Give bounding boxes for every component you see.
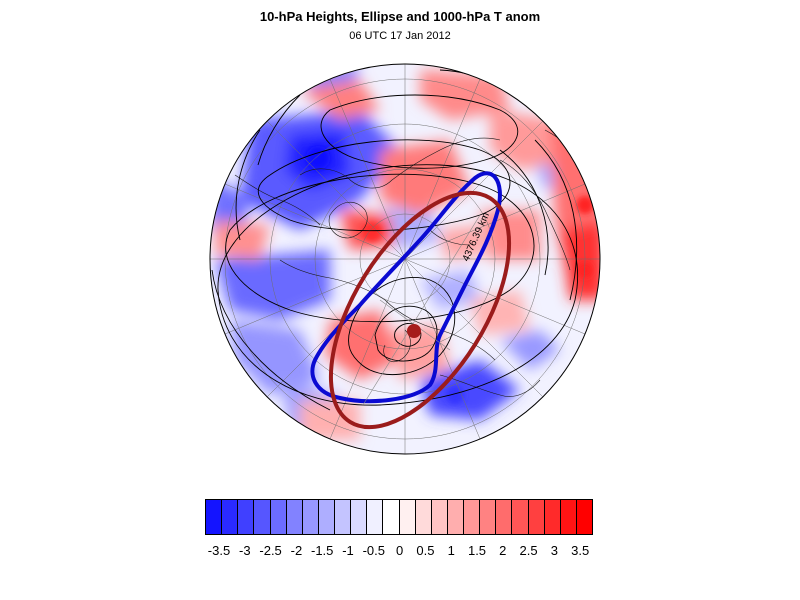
colorbar-label: -2 bbox=[290, 543, 303, 558]
colorbar-label: 0 bbox=[395, 543, 404, 558]
colorbar-swatch bbox=[496, 500, 513, 534]
colorbar-swatch bbox=[415, 500, 432, 534]
colorbar-label: -0.5 bbox=[362, 543, 385, 558]
blue-ellipse bbox=[310, 171, 502, 404]
colorbar-label: 1 bbox=[447, 543, 455, 558]
colorbar-label: -1 bbox=[342, 543, 354, 558]
globe-outline bbox=[209, 63, 601, 455]
colorbar-swatch bbox=[512, 500, 529, 534]
ellipse-centroid bbox=[407, 324, 421, 338]
colorbar-label: 2 bbox=[499, 543, 507, 558]
colorbar-swatch bbox=[270, 500, 287, 534]
colorbar-label: 2.5 bbox=[519, 543, 538, 558]
red-ellipse bbox=[328, 190, 512, 430]
colorbar-label: -2.5 bbox=[259, 543, 282, 558]
colorbar-swatch bbox=[383, 500, 400, 534]
colorbar-label: -3.5 bbox=[207, 543, 231, 558]
colorbar-swatch bbox=[464, 500, 481, 534]
colorbar-swatch bbox=[576, 500, 592, 534]
colorbar bbox=[205, 499, 593, 535]
colorbar-label: -3 bbox=[239, 543, 251, 558]
colorbar-swatch bbox=[399, 500, 416, 534]
colorbar-swatch bbox=[367, 500, 384, 534]
colorbar-swatch bbox=[286, 500, 303, 534]
colorbar-swatch bbox=[238, 500, 255, 534]
graticule bbox=[210, 64, 600, 454]
colorbar-swatch bbox=[222, 500, 239, 534]
colorbar-labels: -3.5 -3 -2.5 -2 -1.5 -1 -0.5 0 0.5 1 1.5 2 2.5 3 3.5 bbox=[0, 543, 800, 563]
colorbar-swatch bbox=[431, 500, 448, 534]
colorbar-swatch bbox=[528, 500, 545, 534]
colorbar-swatch bbox=[318, 500, 335, 534]
colorbar-swatch bbox=[447, 500, 464, 534]
colorbar-swatch bbox=[544, 500, 561, 534]
colorbar-swatch bbox=[254, 500, 271, 534]
colorbar-swatch bbox=[302, 500, 319, 534]
height-contours bbox=[211, 69, 579, 411]
colorbar-swatch bbox=[206, 500, 223, 534]
colorbar-label: 0.5 bbox=[416, 543, 435, 558]
colorbar-label: 3 bbox=[550, 543, 559, 558]
colorbar-swatch bbox=[560, 500, 577, 534]
figure-subtitle: 06 UTC 17 Jan 2012 bbox=[349, 30, 451, 42]
colorbar-label: 3.5 bbox=[571, 543, 590, 558]
colorbar-label: -1.5 bbox=[310, 543, 334, 558]
figure-title: 10-hPa Heights, Ellipse and 1000-hPa T a… bbox=[259, 9, 541, 24]
colorbar-swatch bbox=[335, 500, 352, 534]
colorbar-label: 1.5 bbox=[467, 543, 487, 558]
colorbar-swatch bbox=[351, 500, 368, 534]
colorbar-swatch bbox=[480, 500, 497, 534]
